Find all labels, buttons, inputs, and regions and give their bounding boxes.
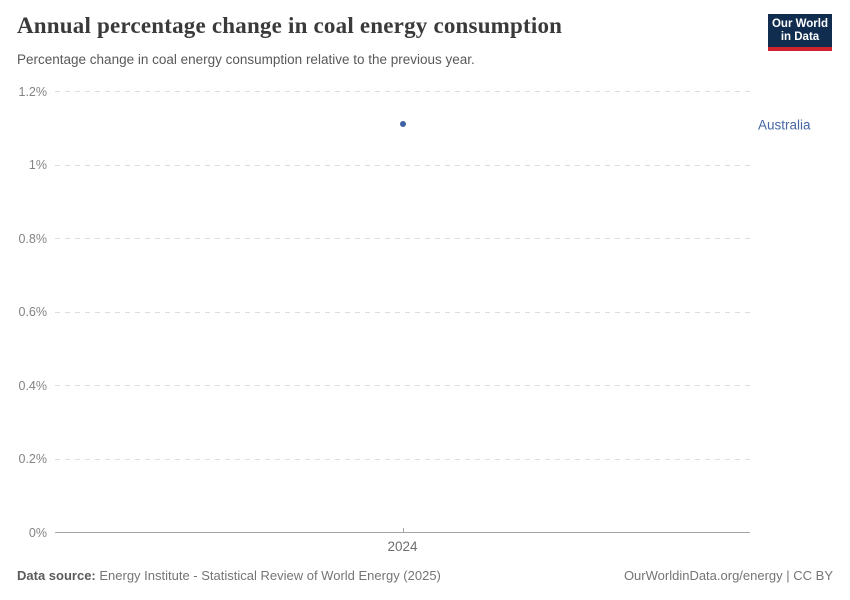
y-gridline: [55, 164, 750, 166]
y-gridline: [55, 311, 750, 313]
chart-title: Annual percentage change in coal energy …: [17, 13, 563, 38]
y-tick-label: 0%: [28, 525, 47, 540]
y-tick-label: 0.8%: [18, 231, 48, 246]
y-tick-label: 1.2%: [18, 84, 48, 99]
owid-logo-line2: in Data: [780, 31, 820, 43]
y-tick-label: 0.2%: [18, 451, 48, 466]
data-point-australia[interactable]: [399, 121, 406, 128]
series-label-australia[interactable]: Australia: [758, 116, 811, 132]
footer: Data source: Energy Institute - Statisti…: [17, 568, 833, 583]
x-tick-mark: [402, 528, 404, 532]
x-tick-label: 2024: [387, 539, 418, 554]
y-gridline: [55, 238, 750, 239]
owid-logo-line1: Our World: [771, 18, 828, 30]
y-tick-label: 1%: [28, 157, 47, 172]
chart-subtitle: Percentage change in coal energy consump…: [17, 52, 475, 67]
y-gridline: [55, 91, 750, 92]
owid-logo[interactable]: Our World in Data: [768, 14, 832, 51]
data-source-text: Energy Institute - Statistical Review of…: [95, 568, 441, 583]
data-source-label: Data source:: [17, 568, 96, 583]
x-axis-line: [55, 532, 750, 533]
y-tick-label: 0.6%: [18, 304, 48, 319]
credit-link[interactable]: OurWorldinData.org/energy | CC BY: [623, 568, 833, 583]
data-source-line: Data source: Energy Institute - Statisti…: [17, 568, 441, 583]
y-gridline: [55, 385, 750, 386]
y-tick-label: 0.4%: [18, 378, 48, 393]
y-gridline: [55, 458, 750, 460]
